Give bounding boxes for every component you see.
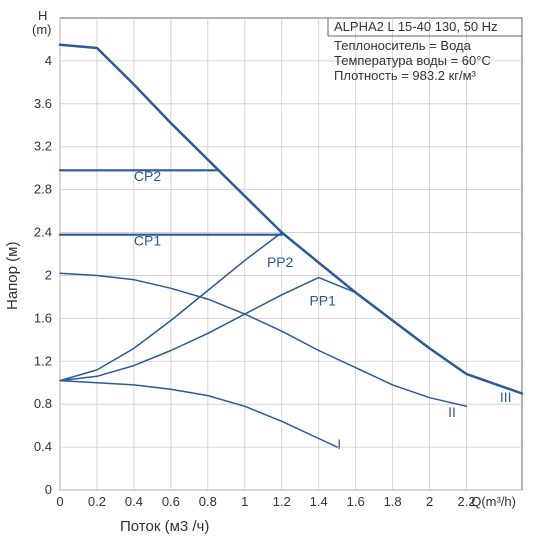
x-axis-title: Поток (м3 /ч): [120, 518, 209, 535]
y-tick: 3.2: [34, 139, 52, 154]
x-tick: 1.4: [310, 494, 328, 509]
y-tick: 2.4: [34, 225, 52, 240]
x-tick: 0.2: [88, 494, 106, 509]
y-tick: 0.4: [34, 439, 52, 454]
chart-svg: 00.20.40.60.811.21.41.61.822.200.40.81.2…: [0, 0, 540, 543]
curve-label-PP1: PP1: [309, 292, 336, 308]
chart-info-line: Теплоноситель = Вода: [334, 38, 472, 53]
pump-chart: 00.20.40.60.811.21.41.61.822.200.40.81.2…: [0, 0, 540, 543]
y-tick: 1.6: [34, 310, 52, 325]
curve-label-CP2: CP2: [134, 168, 161, 184]
chart-title: ALPHA2 L 15-40 130, 50 Hz: [334, 19, 498, 34]
x-tick: 1.2: [273, 494, 291, 509]
y-unit-m: (m): [32, 22, 52, 37]
x-tick: 0.8: [199, 494, 217, 509]
x-tick: 1: [241, 494, 248, 509]
x-tick: 0: [56, 494, 63, 509]
curve-label-PP2: PP2: [267, 254, 294, 270]
x-tick: 1.6: [347, 494, 365, 509]
y-tick: 0: [45, 482, 52, 497]
x-tick: 0.6: [162, 494, 180, 509]
curve-label-III: III: [500, 389, 512, 405]
y-axis-title: Напор (м): [4, 242, 21, 310]
y-tick: 3.6: [34, 96, 52, 111]
curve-label-CP1: CP1: [134, 232, 161, 248]
y-tick: 2.8: [34, 182, 52, 197]
y-tick: 2: [45, 267, 52, 282]
x-unit: Q(m³/h): [471, 494, 516, 509]
y-tick: 1.2: [34, 353, 52, 368]
y-unit-H: H: [38, 8, 47, 23]
curve-label-I: I: [337, 436, 341, 452]
y-tick: 4: [45, 53, 52, 68]
x-tick: 1.8: [384, 494, 402, 509]
curve-label-II: II: [448, 404, 456, 420]
chart-info-line: Температура воды = 60°C: [334, 53, 491, 68]
x-tick: 2: [426, 494, 433, 509]
chart-info-line: Плотность = 983.2 кг/м³: [334, 68, 477, 83]
x-tick: 0.4: [125, 494, 143, 509]
y-tick: 0.8: [34, 396, 52, 411]
